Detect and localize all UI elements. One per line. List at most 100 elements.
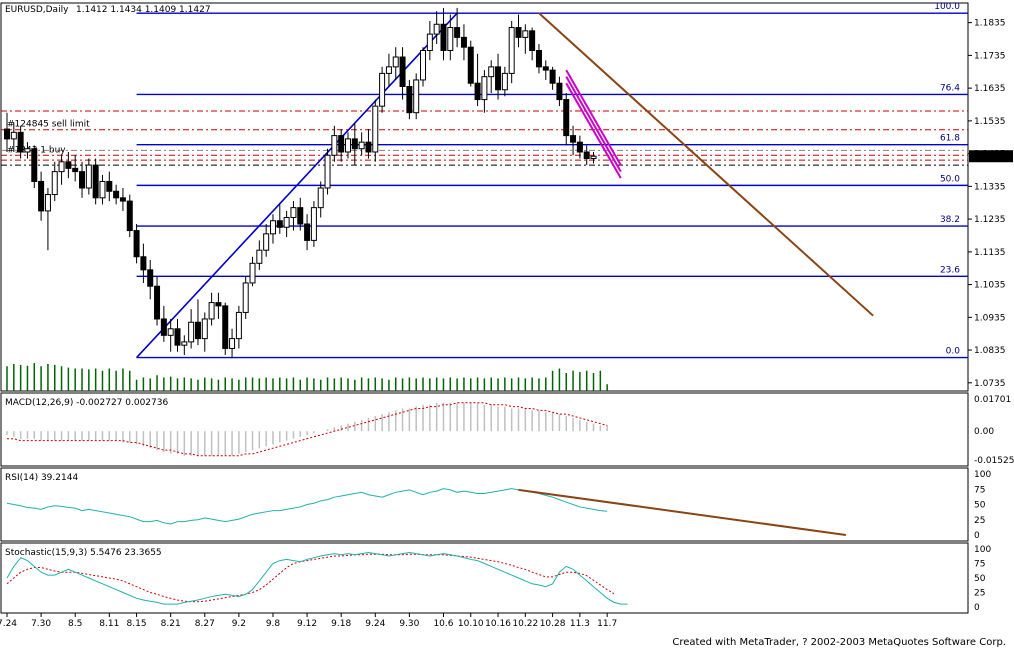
date-tick-label: 10.10 (458, 619, 484, 629)
rsi-line (6, 488, 608, 525)
candle-body (488, 66, 495, 78)
price-tick-label: 1.1735 (974, 51, 1006, 61)
rsi-tick-label: 100 (974, 470, 991, 480)
candle-body (433, 23, 440, 35)
footer-credit: Created with MetaTrader, ? 2002-2003 Met… (672, 637, 1006, 648)
price-tick-label: 1.1335 (974, 182, 1006, 192)
candle-body (358, 141, 365, 150)
candle-body (338, 135, 345, 153)
fib-level-label: 50.0 (940, 174, 960, 184)
date-tick-label: 8.5 (68, 619, 82, 629)
symbol-header: EURUSD,Daily (5, 5, 69, 15)
candle-body (420, 49, 427, 81)
price-tick-label: 1.1535 (974, 117, 1006, 127)
stoch-tick-label: 100 (974, 545, 991, 555)
candle-body (201, 318, 208, 340)
rsi-tick-label: 0 (974, 531, 980, 541)
macd-tick-label: -0.01525 (974, 456, 1014, 466)
price-tick-label: 1.1035 (974, 281, 1006, 291)
candle-body (542, 66, 549, 71)
candle-body (174, 328, 181, 346)
candle-body (379, 72, 386, 107)
rsi-tick-label: 50 (974, 501, 986, 511)
candle-body (31, 148, 38, 182)
date-tick-label: 10.16 (485, 619, 511, 629)
candle-body (10, 131, 17, 140)
candle-body (304, 223, 311, 241)
stoch-tick-label: 25 (974, 589, 985, 599)
candle-body (426, 33, 433, 51)
price-tick-label: 1.0935 (974, 313, 1006, 323)
date-tick-label: 9.24 (365, 619, 385, 629)
candle-body (249, 262, 256, 284)
candle-body (529, 30, 536, 51)
candle-body (467, 46, 474, 84)
candle-body (406, 85, 413, 114)
candle-body (147, 269, 154, 287)
candle-body (215, 302, 222, 307)
date-tick-label: 9.2 (232, 619, 246, 629)
candle-body (310, 207, 317, 241)
candle-body (372, 105, 379, 153)
candle-body (263, 233, 270, 251)
candle-body (38, 180, 45, 212)
price-tick-label: 1.0735 (974, 379, 1006, 389)
candle-body (126, 200, 133, 232)
candle-body (106, 180, 113, 192)
candle-body (17, 131, 24, 153)
rsi-tick-label: 75 (974, 485, 985, 495)
macd-tick-label: 0.01701 (974, 395, 1011, 405)
candle-body (385, 66, 392, 74)
candle-body (365, 141, 372, 153)
date-tick-label: 8.27 (195, 619, 215, 629)
candle-body (92, 164, 99, 199)
date-tick-label: 9.8 (266, 619, 281, 629)
candle-body (167, 328, 174, 336)
candle-body (44, 194, 51, 212)
main-panel (0, 2, 969, 392)
candle-body (454, 27, 461, 38)
candle-body (113, 190, 120, 199)
date-tick-label: 10.6 (433, 619, 453, 629)
current-price-label: 1.1427 (973, 152, 1005, 162)
candle-body (331, 135, 338, 156)
trendline (565, 82, 622, 179)
candle-body (188, 321, 195, 343)
fib-level-label: 76.4 (940, 83, 960, 93)
candle-body (570, 135, 577, 143)
candle-body (290, 207, 297, 218)
candle-body (460, 36, 467, 48)
candle-body (495, 66, 502, 91)
candle-body (535, 49, 542, 68)
candle-body (58, 161, 65, 173)
fib-level-label: 23.6 (940, 265, 960, 275)
candle-body (515, 27, 522, 38)
candle-body (297, 207, 304, 225)
candle-body (508, 27, 515, 74)
stoch-main-line (6, 551, 628, 605)
candle-body (447, 27, 454, 51)
stoch-title: Stochastic(15,9,3) 5.5476 23.3655 (5, 548, 162, 558)
date-tick-label: 9.12 (297, 619, 317, 629)
candle-body (65, 161, 72, 169)
date-tick-label: 9.30 (399, 619, 419, 629)
fib-level-label: 0.0 (946, 347, 961, 357)
candle-body (576, 141, 583, 153)
candle-body (229, 338, 236, 349)
candle-body (235, 311, 242, 340)
rsi-title: RSI(14) 39.2144 (5, 473, 78, 483)
date-tick-label: 8.15 (127, 619, 147, 629)
stoch-signal-line (6, 553, 615, 603)
candle-body (392, 56, 399, 68)
rsi-panel (0, 467, 969, 542)
candle-body (79, 171, 86, 189)
candle-body (222, 305, 229, 349)
candle-body (317, 187, 324, 209)
candle-body (208, 302, 215, 320)
date-tick-label: 11.7 (597, 619, 617, 629)
candle-body (181, 341, 188, 346)
candle-body (481, 76, 488, 101)
stoch-tick-label: 0 (974, 603, 980, 613)
price-tick-label: 1.1235 (974, 215, 1006, 225)
